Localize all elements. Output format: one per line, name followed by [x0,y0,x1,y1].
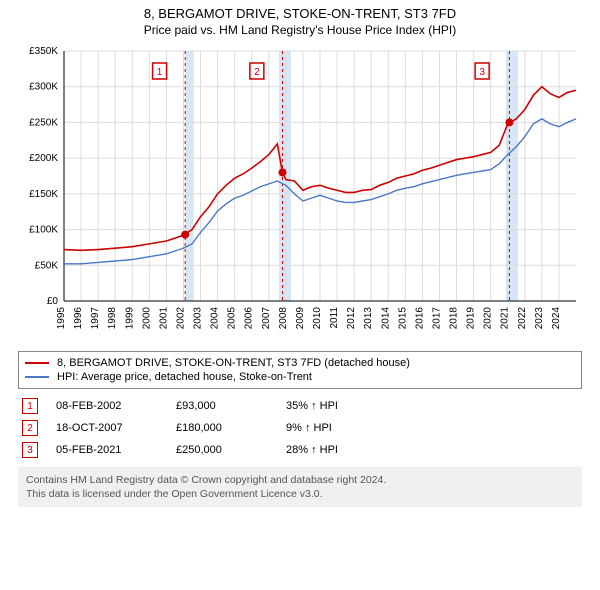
svg-text:2024: 2024 [551,307,562,330]
svg-text:£300K: £300K [29,82,58,93]
svg-text:2017: 2017 [431,307,442,330]
event-price: £93,000 [176,400,286,412]
chart-legend: 8, BERGAMOT DRIVE, STOKE-ON-TRENT, ST3 7… [18,351,582,389]
event-date: 18-OCT-2007 [56,422,176,434]
footer-note: Contains HM Land Registry data © Crown c… [18,467,582,507]
legend-swatch [25,362,49,364]
svg-text:3: 3 [479,67,485,78]
svg-text:1996: 1996 [73,307,84,330]
legend-label: HPI: Average price, detached house, Stok… [57,371,312,383]
svg-text:2015: 2015 [397,307,408,330]
svg-text:£50K: £50K [35,260,59,271]
footer-line: Contains HM Land Registry data © Crown c… [26,473,574,487]
svg-text:2012: 2012 [346,307,357,330]
legend-row: 8, BERGAMOT DRIVE, STOKE-ON-TRENT, ST3 7… [25,356,575,370]
svg-text:2: 2 [254,67,260,78]
legend-label: 8, BERGAMOT DRIVE, STOKE-ON-TRENT, ST3 7… [57,357,410,369]
legend-row: HPI: Average price, detached house, Stok… [25,370,575,384]
event-delta: 28% ↑ HPI [286,444,338,456]
svg-text:1999: 1999 [124,307,135,330]
svg-text:£100K: £100K [29,225,58,236]
event-badge: 2 [22,420,38,436]
page-subtitle: Price paid vs. HM Land Registry's House … [0,21,600,43]
event-row: 1 08-FEB-2002£93,00035% ↑ HPI [18,395,582,417]
event-date: 05-FEB-2021 [56,444,176,456]
event-row: 2 18-OCT-2007£180,0009% ↑ HPI [18,417,582,439]
events-table: 1 08-FEB-2002£93,00035% ↑ HPI 2 18-OCT-2007… [18,395,582,461]
svg-text:2011: 2011 [329,307,340,329]
svg-text:2001: 2001 [158,307,169,330]
svg-text:2016: 2016 [414,307,425,330]
svg-text:1997: 1997 [90,307,101,330]
event-badge: 3 [22,442,38,458]
svg-text:2006: 2006 [244,307,255,330]
footer-line: This data is licensed under the Open Gov… [26,487,574,501]
price-chart: £0 £50K £100K £150K £200K £250K £300K £350K 1995… [18,43,582,343]
event-badge: 1 [22,398,38,414]
svg-text:2007: 2007 [261,307,272,330]
svg-text:2018: 2018 [449,307,460,330]
event-price: £250,000 [176,444,286,456]
svg-text:1: 1 [157,67,163,78]
event-row: 3 05-FEB-2021£250,00028% ↑ HPI [18,439,582,461]
svg-text:2010: 2010 [312,307,323,330]
event-delta: 9% ↑ HPI [286,422,332,434]
svg-text:1995: 1995 [56,307,67,330]
svg-text:2022: 2022 [517,307,528,330]
svg-text:2023: 2023 [534,307,545,330]
legend-swatch [25,376,49,378]
svg-text:2005: 2005 [227,307,238,330]
svg-text:2003: 2003 [193,307,204,330]
svg-text:2021: 2021 [500,307,511,330]
svg-text:2008: 2008 [278,307,289,330]
svg-text:£150K: £150K [29,189,58,200]
svg-text:£0: £0 [47,296,59,307]
svg-text:2013: 2013 [363,307,374,330]
svg-text:2014: 2014 [380,307,391,330]
svg-text:1998: 1998 [107,307,118,330]
svg-text:£250K: £250K [29,117,58,128]
event-delta: 35% ↑ HPI [286,400,338,412]
event-price: £180,000 [176,422,286,434]
svg-text:2002: 2002 [175,307,186,330]
svg-text:2019: 2019 [466,307,477,330]
event-date: 08-FEB-2002 [56,400,176,412]
svg-text:2009: 2009 [295,307,306,330]
svg-text:2020: 2020 [483,307,494,330]
svg-text:£350K: £350K [29,46,58,57]
svg-text:£200K: £200K [29,153,58,164]
page-title: 8, BERGAMOT DRIVE, STOKE-ON-TRENT, ST3 7… [0,0,600,21]
svg-text:2000: 2000 [141,307,152,330]
svg-text:2004: 2004 [210,307,221,330]
